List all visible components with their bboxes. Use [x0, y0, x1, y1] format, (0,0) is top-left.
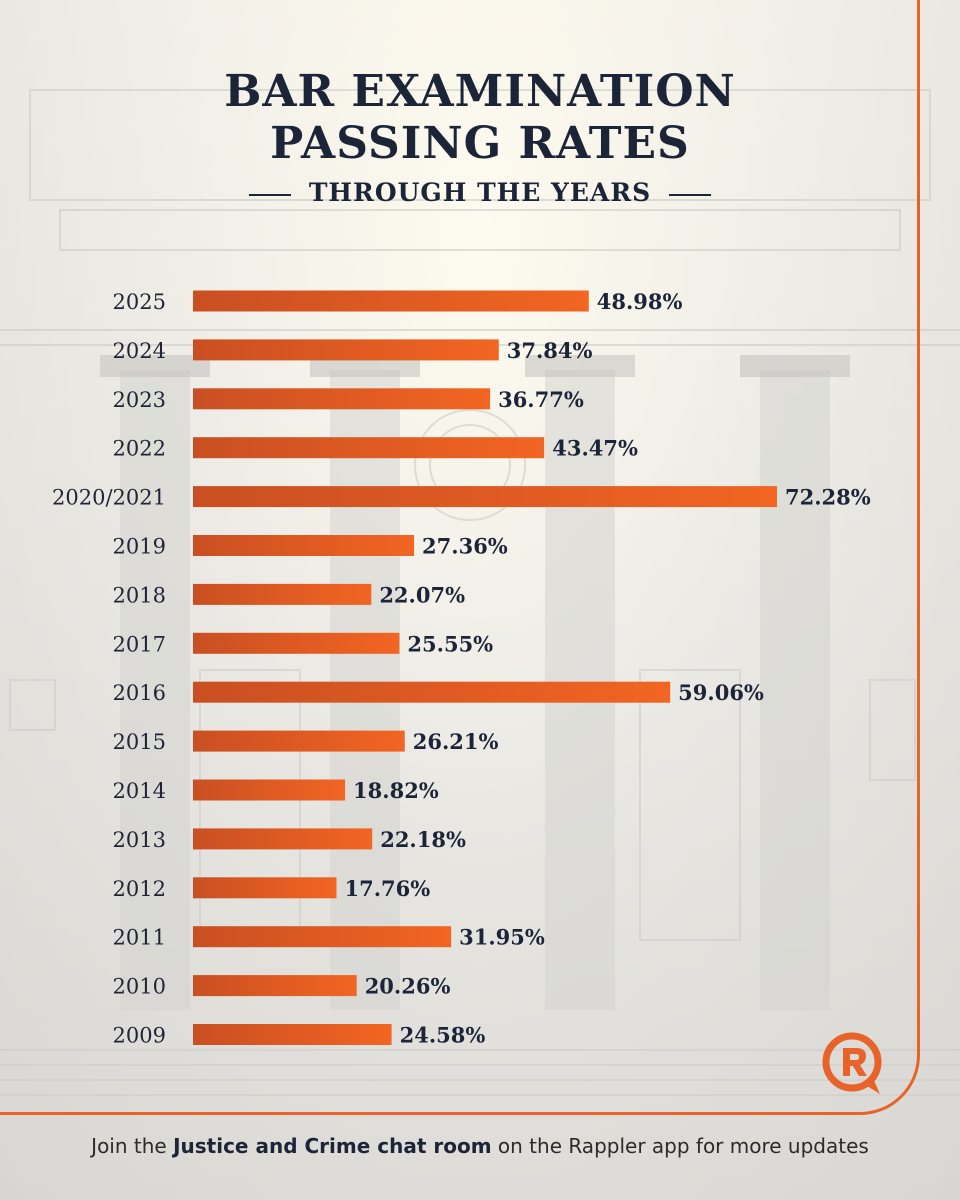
category-label: 2013 [113, 828, 166, 852]
footer-suffix: on the Rappler app for more updates [491, 1134, 869, 1158]
value-label: 43.47% [552, 436, 638, 461]
value-label: 31.95% [459, 925, 545, 950]
value-label: 24.58% [400, 1023, 486, 1048]
value-label: 22.07% [379, 582, 465, 607]
value-label: 72.28% [785, 485, 871, 510]
chart-title-line-2: PASSING RATES [270, 118, 690, 169]
bar [193, 290, 589, 312]
value-label: 20.26% [365, 974, 451, 999]
category-label: 2009 [113, 1024, 166, 1048]
category-label: 2022 [113, 437, 166, 461]
bar [193, 975, 357, 997]
bar [193, 681, 671, 703]
value-label: 22.18% [380, 827, 466, 852]
category-label: 2024 [113, 339, 166, 363]
bar [193, 1024, 392, 1045]
value-label: 59.06% [678, 680, 764, 705]
category-label: 2019 [113, 535, 166, 559]
footer-text: Join the Justice and Crime chat room on … [0, 1134, 960, 1158]
footer-chat-room-link[interactable]: Justice and Crime chat room [173, 1134, 492, 1158]
value-label: 37.84% [507, 338, 593, 363]
bar [193, 828, 373, 850]
chart-subtitle: THROUGH THE YEARS [0, 178, 960, 207]
category-label: 2020/2021 [52, 486, 166, 510]
category-label: 2018 [113, 583, 166, 607]
category-label: 2017 [113, 632, 166, 656]
bar [193, 486, 777, 508]
frame-border-bottom [0, 1112, 860, 1115]
category-label: 2012 [113, 877, 166, 901]
value-label: 25.55% [407, 631, 493, 656]
category-label: 2015 [113, 730, 166, 754]
bar [193, 339, 499, 361]
footer-prefix: Join the [91, 1134, 174, 1158]
bar [193, 583, 372, 605]
bar [193, 632, 400, 654]
bar [193, 535, 415, 556]
subtitle-text: THROUGH THE YEARS [308, 178, 652, 207]
bar [193, 926, 452, 948]
category-label: 2016 [113, 681, 166, 705]
chart-title-line-1: BAR EXAMINATION [224, 66, 736, 117]
bar [193, 388, 491, 410]
value-label: 17.76% [344, 876, 430, 901]
value-label: 18.82% [353, 778, 439, 803]
bar [193, 877, 337, 899]
bar [193, 730, 405, 752]
value-label: 36.77% [498, 387, 584, 412]
bar [193, 779, 346, 801]
frame-border-right [917, 0, 920, 1046]
subtitle-dash-right [669, 193, 712, 196]
bar [193, 437, 545, 459]
category-label: 2023 [113, 388, 166, 412]
value-label: 48.98% [597, 289, 683, 314]
category-label: 2011 [113, 926, 166, 950]
value-label: 26.21% [413, 729, 499, 754]
category-label: 2014 [113, 779, 166, 803]
value-label: 27.36% [422, 534, 508, 559]
category-label: 2010 [113, 975, 166, 999]
category-label: 2025 [113, 290, 166, 314]
rappler-icon [822, 1032, 882, 1094]
subtitle-dash-left [248, 193, 291, 196]
